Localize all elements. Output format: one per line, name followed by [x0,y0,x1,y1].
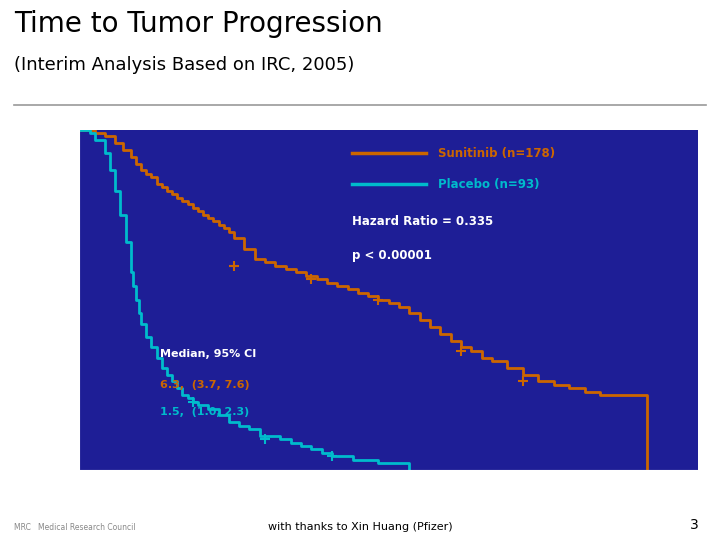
Text: Hazard Ratio = 0.335: Hazard Ratio = 0.335 [351,215,493,228]
Text: Median, 95% CI: Median, 95% CI [160,349,256,359]
Text: 6.3,  (3.7, 7.6): 6.3, (3.7, 7.6) [160,380,249,390]
Text: Time to Tumor Progression: Time to Tumor Progression [14,10,383,38]
Text: with thanks to Xin Huang (Pfizer): with thanks to Xin Huang (Pfizer) [268,522,452,532]
Text: 1.5,  (1.0, 2.3): 1.5, (1.0, 2.3) [160,407,249,417]
Text: 3: 3 [690,518,698,532]
X-axis label: Time (Month): Time (Month) [336,500,441,514]
Text: Placebo (n=93): Placebo (n=93) [438,178,540,191]
Text: MRC   Medical Research Council: MRC Medical Research Council [14,523,136,532]
Text: (Interim Analysis Based on IRC, 2005): (Interim Analysis Based on IRC, 2005) [14,56,355,74]
Y-axis label: Time to Tumor Progression Probability (%): Time to Tumor Progression Probability (%… [32,191,42,409]
Text: p < 0.00001: p < 0.00001 [351,249,431,262]
Text: Sunitinib (n=178): Sunitinib (n=178) [438,147,555,160]
